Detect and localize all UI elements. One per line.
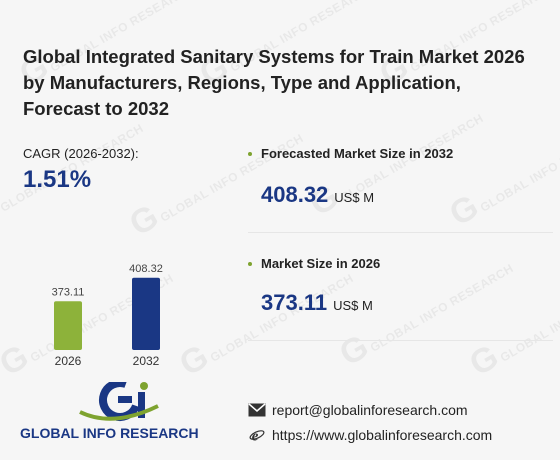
internet-explorer-icon: e xyxy=(249,428,265,442)
bullet-icon xyxy=(248,262,252,266)
svg-text:e: e xyxy=(252,428,259,442)
forecast-size-label: Forecasted Market Size in 2032 xyxy=(248,146,453,161)
contact-website[interactable]: e https://www.globalinforesearch.com xyxy=(248,427,492,443)
category-label: 2026 xyxy=(55,354,82,368)
watermark: GGLOBAL INFO RESEARCH xyxy=(463,271,560,384)
bar-chart: 373.11 2026 408.32 2032 xyxy=(52,263,163,368)
page-title: Global Integrated Sanitary Systems for T… xyxy=(23,46,525,119)
divider xyxy=(248,340,553,341)
forecast-size-value: 408.32 US$ M xyxy=(261,182,375,207)
market-size-value: 373.11 US$ M xyxy=(261,290,373,315)
divider xyxy=(248,232,553,233)
watermark: GGLOBAL INFO RESEARCH xyxy=(443,121,560,234)
bar-2032 xyxy=(132,277,160,350)
bar-value-label: 373.11 xyxy=(52,286,85,298)
market-size-label: Market Size in 2026 xyxy=(248,256,380,271)
cagr-value: 1.51% xyxy=(23,166,92,193)
bar-2026 xyxy=(54,301,82,350)
bar-value-label: 408.32 xyxy=(129,263,163,275)
cagr-label: CAGR (2026-2032): xyxy=(23,146,139,161)
contact-email[interactable]: report@globalinforesearch.com xyxy=(248,402,468,418)
website-text[interactable]: https://www.globalinforesearch.com xyxy=(272,427,493,443)
watermark: GGLOBAL INFO RESEARCH xyxy=(123,131,306,244)
envelope-icon xyxy=(248,403,266,417)
global-info-research-logo: GLOBAL INFO RESEARCH xyxy=(20,382,199,441)
bullet-icon xyxy=(248,152,252,156)
category-label: 2032 xyxy=(133,354,160,368)
logo-text: GLOBAL INFO RESEARCH xyxy=(20,425,199,441)
email-text[interactable]: report@globalinforesearch.com xyxy=(272,402,468,418)
